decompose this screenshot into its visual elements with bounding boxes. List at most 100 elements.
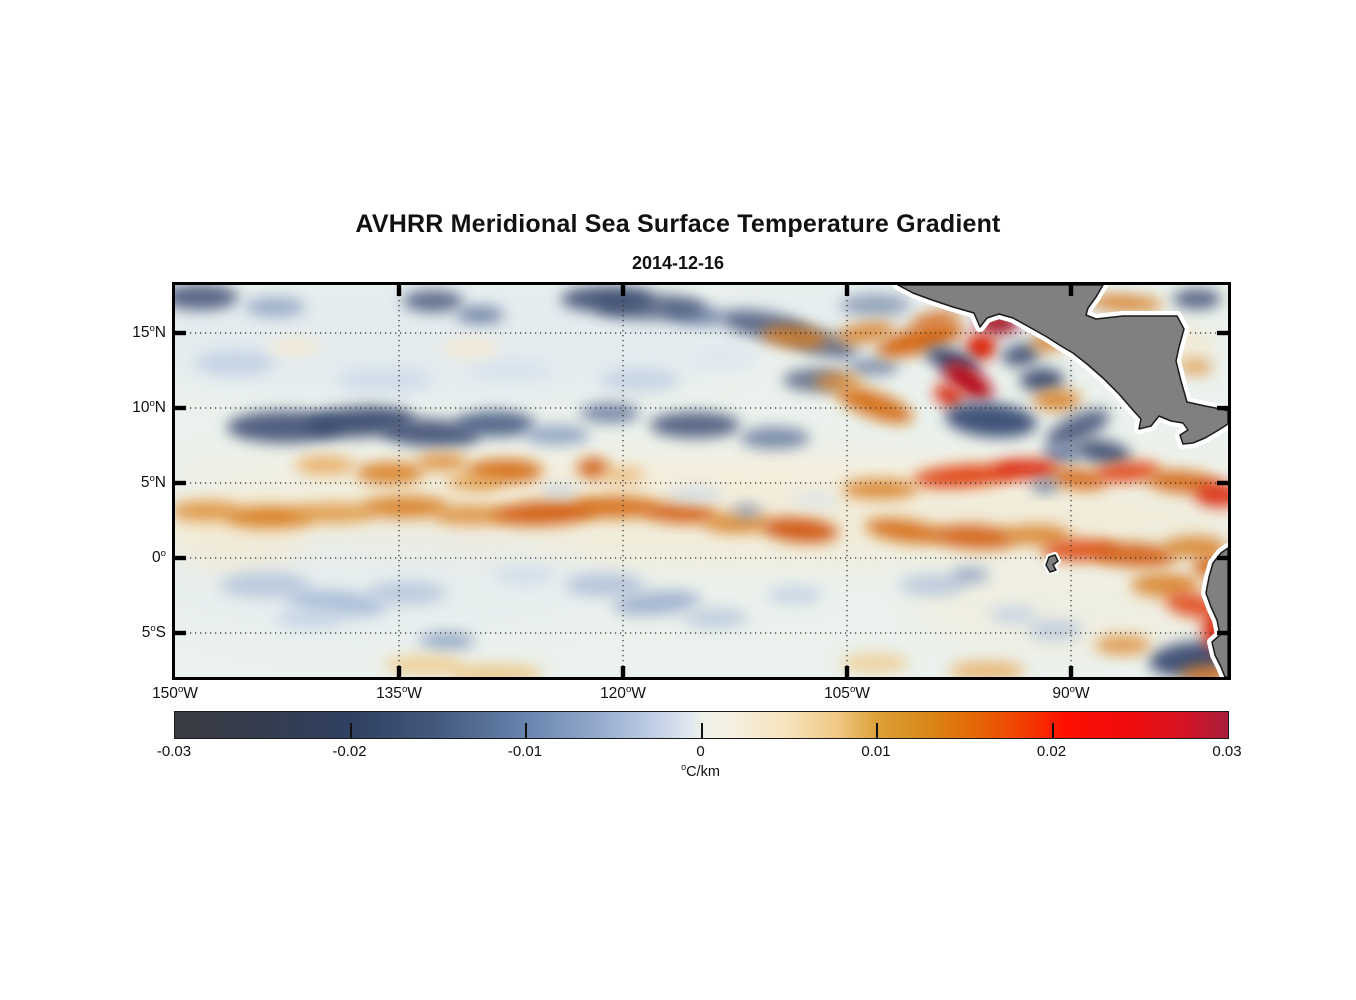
landmass-galapagos-island [1045, 554, 1059, 573]
heat-blob [1043, 443, 1083, 463]
heat-blob [1163, 536, 1227, 558]
x-tick-label-105W: 105oW [824, 683, 870, 702]
heat-blob [791, 492, 839, 508]
heat-blob [949, 661, 1025, 677]
heat-blob [565, 573, 645, 597]
heat-blob [195, 350, 275, 376]
y-tick-label-5N: 5oN [140, 472, 166, 491]
heat-blob [1177, 359, 1213, 375]
heat-blob [175, 501, 240, 521]
heat-blob [1075, 439, 1131, 465]
heat-blob [1131, 573, 1199, 597]
chart-title: AVHRR Meridional Sea Surface Temperature… [355, 210, 1001, 238]
heat-blob [573, 496, 657, 518]
heat-blob [613, 590, 701, 616]
heat-blob [814, 372, 862, 392]
heat-blob [1046, 409, 1110, 447]
heat-blob [361, 496, 449, 518]
y-tick-label-5S: 5oS [141, 622, 166, 641]
heat-blob [1093, 542, 1177, 568]
landmass-central-america [897, 285, 1228, 445]
heat-blob [841, 653, 909, 673]
heat-blob [682, 608, 748, 628]
colorbar-tick-label-0.01: 0.01 [861, 743, 891, 760]
heat-blob [1094, 461, 1160, 483]
heat-blob [1027, 620, 1083, 640]
y-tick-label-10N: 10oN [132, 397, 166, 416]
colorbar-tick-label-0.03: 0.03 [1212, 743, 1242, 760]
sst-gradient-heatmap [175, 285, 1228, 677]
colorbar-tick [525, 723, 527, 738]
colorbar-tick-label--0.03: -0.03 [156, 743, 192, 760]
axis-ticks [175, 285, 1228, 677]
colorbar-tick-label--0.02: -0.02 [332, 743, 367, 760]
heat-blob [913, 464, 1017, 488]
heat-blob [865, 518, 945, 544]
land-masses [893, 285, 1228, 677]
map-plot-area [172, 282, 1231, 680]
heat-blob [455, 411, 535, 437]
heat-blob [440, 338, 500, 358]
heat-blob [989, 606, 1037, 624]
heat-blob [1033, 389, 1081, 411]
heat-blob [415, 453, 469, 471]
heat-blob [943, 361, 993, 401]
heat-blob [577, 458, 609, 478]
heat-blob [1004, 525, 1070, 545]
colorbar-tick-label-0: 0 [696, 743, 705, 760]
heat-blob [1095, 635, 1151, 655]
heat-blob [447, 473, 503, 491]
x-tick-label-90W: 90oW [1052, 683, 1090, 702]
heat-blob [1195, 483, 1228, 507]
colorbar-unit-label: oC/km [681, 762, 720, 780]
heat-blob [380, 418, 480, 448]
heat-blob [933, 524, 1017, 550]
heat-blob [667, 487, 723, 503]
y-tick-label-0: 0o [152, 547, 166, 566]
heat-blob [1087, 294, 1163, 312]
heat-blob [1173, 289, 1221, 309]
heat-blob [403, 290, 463, 312]
heat-blob [1031, 479, 1059, 493]
heat-blob [966, 334, 996, 360]
heat-blob [540, 484, 580, 498]
heat-blob [493, 500, 597, 526]
heat-blob [225, 506, 315, 528]
heat-blob [690, 350, 760, 370]
heat-blob [1020, 368, 1064, 392]
x-tick-label-135W: 135oW [376, 683, 422, 702]
chart-date-subtitle: 2014-12-16 [631, 253, 725, 273]
heat-blob [740, 427, 810, 449]
x-tick-label-150W: 150oW [152, 683, 198, 702]
heat-blob [276, 608, 344, 628]
heat-blob [1002, 343, 1040, 367]
heat-blob [840, 294, 910, 316]
heat-blob [447, 664, 543, 677]
colorbar-tick [349, 723, 352, 738]
heat-blob [419, 632, 475, 650]
heat-blob [837, 386, 913, 424]
colorbar [174, 711, 1229, 739]
y-tick-label-15N: 15oN [132, 322, 166, 341]
heatmap-field [175, 285, 1228, 677]
heat-blob [295, 503, 375, 523]
heat-blob [456, 306, 504, 324]
heat-blob [842, 479, 918, 499]
heat-blob [245, 297, 305, 317]
heat-blob [994, 459, 1060, 479]
heat-blob [642, 502, 718, 524]
heat-blob [220, 572, 310, 598]
heat-blob [600, 368, 680, 392]
landmass-south-america [1205, 547, 1228, 677]
heat-blob [761, 325, 829, 349]
heat-blob [847, 358, 899, 376]
colorbar-tick [700, 723, 703, 738]
heat-blob [495, 565, 555, 585]
heat-blob [175, 285, 238, 310]
graticule [175, 285, 1228, 677]
heat-blob [356, 462, 424, 484]
heat-blob [468, 358, 552, 382]
heat-blob [385, 655, 465, 675]
heat-blob [762, 517, 838, 543]
